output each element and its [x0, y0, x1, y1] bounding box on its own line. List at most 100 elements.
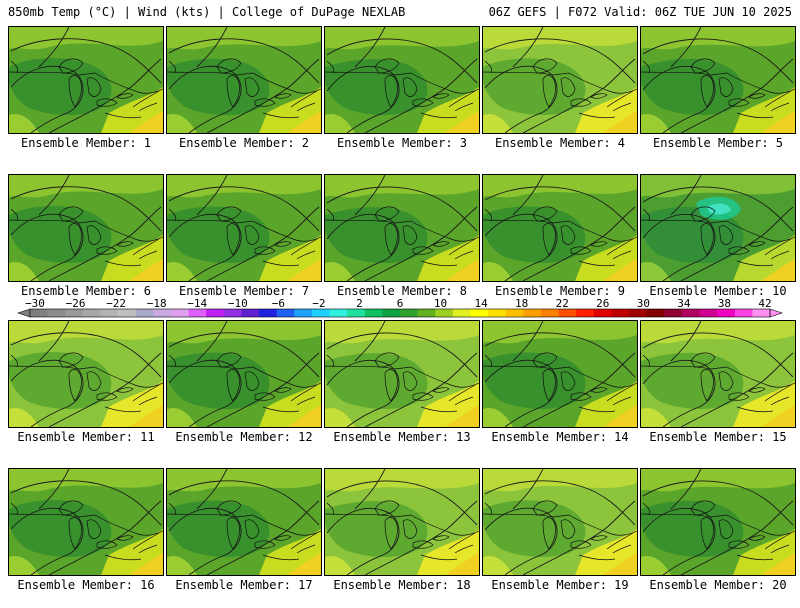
ensemble-member-label: Ensemble Member: 18	[333, 578, 471, 592]
ensemble-map	[166, 320, 322, 428]
ensemble-map	[8, 468, 164, 576]
ensemble-member-label: Ensemble Member: 4	[494, 136, 626, 150]
ensemble-panel: Ensemble Member: 15	[640, 320, 796, 460]
colorbar-segment	[488, 309, 507, 317]
ensemble-panel: Ensemble Member: 20	[640, 468, 796, 608]
colorbar-tick-label: −18	[147, 297, 167, 310]
ensemble-panel: Ensemble Member: 5	[640, 26, 796, 166]
colorbar-segment	[752, 309, 771, 317]
ensemble-map	[8, 320, 164, 428]
colorbar-outline	[29, 308, 771, 318]
ensemble-member-label: Ensemble Member: 3	[336, 136, 468, 150]
ensemble-panel: Ensemble Member: 4	[482, 26, 638, 166]
ensemble-panel: Ensemble Member: 6	[8, 174, 164, 314]
colorbar-segment	[276, 309, 295, 317]
colorbar-segment	[206, 309, 225, 317]
ensemble-panel: Ensemble Member: 3	[324, 26, 480, 166]
colorbar-segment	[170, 309, 189, 317]
colorbar-segment	[311, 309, 330, 317]
ensemble-map	[640, 174, 796, 282]
run-valid-time: 06Z GEFS | F072 Valid: 06Z TUE JUN 10 20…	[488, 5, 792, 19]
colorbar-segment	[30, 309, 48, 317]
colorbar-max-arrow	[769, 308, 783, 318]
colorbar-tick-label: −22	[106, 297, 126, 310]
colorbar-tick-label: −2	[312, 297, 325, 310]
colorbar-segment	[452, 309, 471, 317]
colorbar-segment	[611, 309, 630, 317]
ensemble-panel: Ensemble Member: 14	[482, 320, 638, 460]
colorbar-segment	[558, 309, 577, 317]
ensemble-map	[8, 174, 164, 282]
colorbar-tick-label: 38	[718, 297, 731, 310]
colorbar-tick-label: 6	[397, 297, 404, 310]
colorbar-segment	[470, 309, 489, 317]
ensemble-map	[482, 26, 638, 134]
ensemble-member-label: Ensemble Member: 7	[178, 284, 310, 298]
ensemble-member-label: Ensemble Member: 10	[649, 284, 787, 298]
colorbar-segment	[629, 309, 647, 317]
ensemble-member-label: Ensemble Member: 6	[20, 284, 152, 298]
colorbar-segment	[681, 309, 700, 317]
colorbar-tick-label: −14	[187, 297, 207, 310]
ensemble-map	[8, 26, 164, 134]
colorbar-tick-label: −26	[66, 297, 86, 310]
colorbar-segment	[135, 309, 154, 317]
colorbar-tick-label: 18	[515, 297, 528, 310]
colorbar-tick-label: −6	[272, 297, 285, 310]
colorbar-segment	[188, 309, 207, 317]
ensemble-panel: Ensemble Member: 8	[324, 174, 480, 314]
colorbar-tick-label: 14	[474, 297, 488, 310]
ensemble-panel: Ensemble Member: 9	[482, 174, 638, 314]
colorbar-min-arrow	[17, 308, 31, 318]
colorbar-segment	[417, 309, 436, 317]
ensemble-member-label: Ensemble Member: 14	[491, 430, 629, 444]
colorbar-segment	[100, 309, 119, 317]
ensemble-member-label: Ensemble Member: 8	[336, 284, 468, 298]
colorbar-tick-label: 22	[556, 297, 569, 310]
ensemble-panel: Ensemble Member: 18	[324, 468, 480, 608]
colorbar-segment	[646, 309, 665, 317]
colorbar-tick-label: 2	[356, 297, 363, 310]
ensemble-panel: Ensemble Member: 1	[8, 26, 164, 166]
colorbar-segment	[435, 309, 454, 317]
ensemble-map	[324, 320, 480, 428]
ensemble-member-label: Ensemble Member: 13	[333, 430, 471, 444]
colorbar-tick-label: −30	[25, 297, 45, 310]
ensemble-panel: Ensemble Member: 19	[482, 468, 638, 608]
ensemble-map	[166, 468, 322, 576]
ensemble-member-label: Ensemble Member: 5	[652, 136, 784, 150]
ensemble-panel: Ensemble Member: 11	[8, 320, 164, 460]
ensemble-map	[482, 320, 638, 428]
colorbar-tick-label: 34	[677, 297, 691, 310]
colorbar-segment	[699, 309, 718, 317]
colorbar-segment	[65, 309, 84, 317]
ensemble-map	[640, 320, 796, 428]
ensemble-panel: Ensemble Member: 16	[8, 468, 164, 608]
ensemble-panel: Ensemble Member: 7	[166, 174, 322, 314]
ensemble-map	[166, 174, 322, 282]
ensemble-map	[324, 174, 480, 282]
colorbar-segment	[400, 309, 418, 317]
colorbar-segment	[717, 309, 736, 317]
chart-title: 850mb Temp (°C) | Wind (kts) | College o…	[8, 5, 406, 19]
ensemble-member-label: Ensemble Member: 11	[17, 430, 155, 444]
ensemble-member-label: Ensemble Member: 17	[175, 578, 313, 592]
colorbar-segment	[347, 309, 366, 317]
colorbar-tick-label: −10	[228, 297, 248, 310]
ensemble-member-label: Ensemble Member: 15	[649, 430, 787, 444]
colorbar-segment	[734, 309, 753, 317]
colorbar-segment	[82, 309, 101, 317]
ensemble-panel: Ensemble Member: 12	[166, 320, 322, 460]
colorbar-segment	[223, 309, 242, 317]
ensemble-map	[324, 26, 480, 134]
colorbar-tick-label: 26	[596, 297, 609, 310]
colorbar-segment	[505, 309, 524, 317]
ensemble-member-label: Ensemble Member: 16	[17, 578, 155, 592]
colorbar-segment	[523, 309, 542, 317]
ensemble-map	[324, 468, 480, 576]
colorbar-tick-label: 42	[758, 297, 771, 310]
ensemble-member-label: Ensemble Member: 20	[649, 578, 787, 592]
colorbar-segment	[382, 309, 401, 317]
colorbar-segment	[329, 309, 348, 317]
ensemble-map	[482, 174, 638, 282]
